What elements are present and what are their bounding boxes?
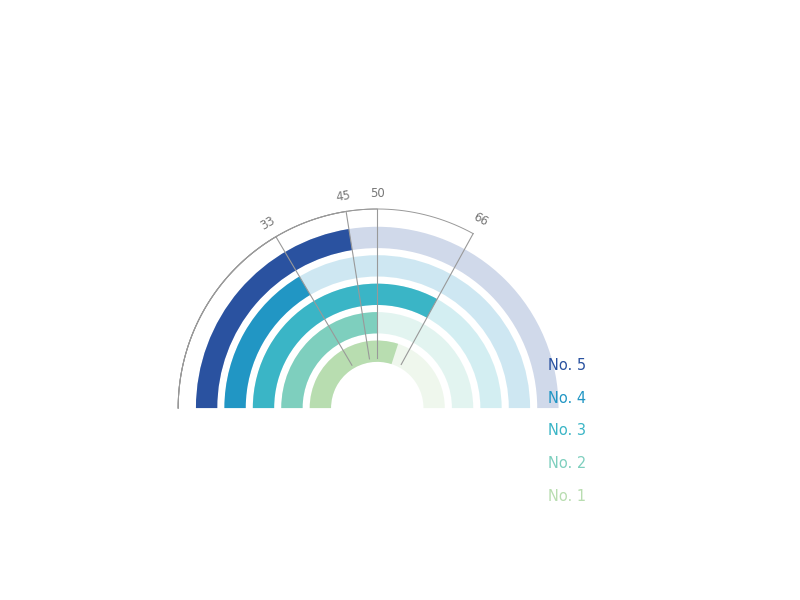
Wedge shape <box>196 227 558 408</box>
Wedge shape <box>282 312 474 408</box>
Wedge shape <box>253 284 437 408</box>
Wedge shape <box>310 341 398 408</box>
Text: No. 3: No. 3 <box>548 424 586 439</box>
Text: No. 5: No. 5 <box>548 358 586 373</box>
Text: 66: 66 <box>471 211 490 229</box>
Wedge shape <box>224 277 310 408</box>
Text: No. 2: No. 2 <box>548 456 586 471</box>
Text: 50: 50 <box>370 187 385 200</box>
Text: 45: 45 <box>335 188 352 203</box>
Wedge shape <box>310 341 445 408</box>
Text: 33: 33 <box>258 214 278 233</box>
Text: No. 4: No. 4 <box>548 391 586 406</box>
Wedge shape <box>253 284 502 408</box>
Wedge shape <box>224 255 530 408</box>
Wedge shape <box>196 229 352 408</box>
Text: No. 1: No. 1 <box>548 489 586 504</box>
Wedge shape <box>282 312 378 408</box>
